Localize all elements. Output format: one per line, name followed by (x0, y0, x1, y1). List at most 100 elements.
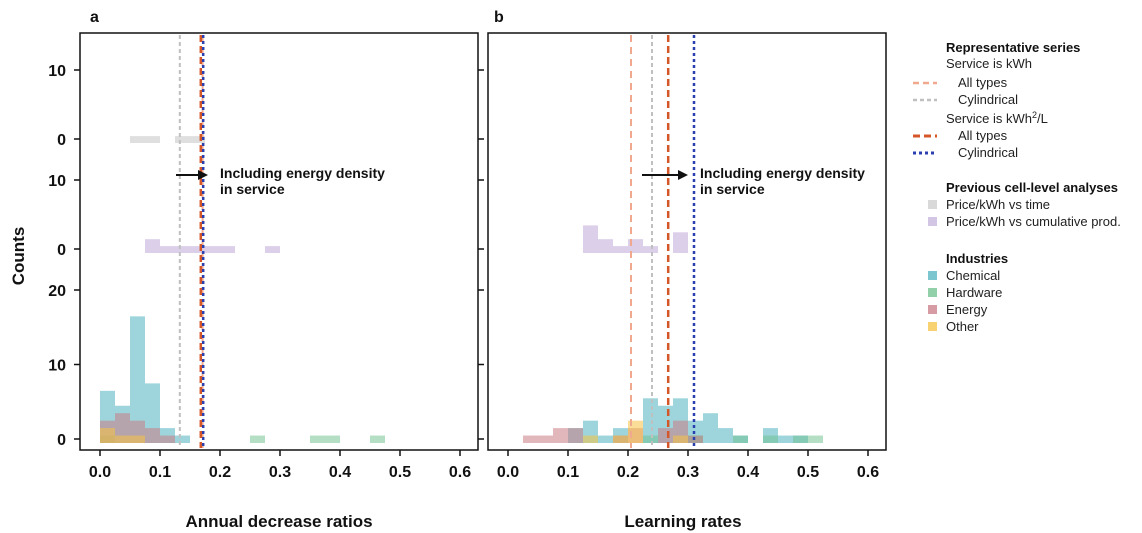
x-tick-label: 0.6 (449, 464, 471, 481)
legend-kwh-all-label: All types (958, 75, 1008, 90)
panel-b-plot: 0.0 0.1 0.2 0.3 0.4 0.5 0.6 (497, 35, 879, 481)
bar-other (130, 435, 145, 443)
y-tick-label: 10 (48, 358, 66, 375)
x-tick-label: 0.1 (149, 464, 171, 481)
x-tick-label: 0.2 (209, 464, 231, 481)
legend-hardware-swatch (928, 288, 937, 297)
y-tick-label: 20 (48, 283, 66, 300)
legend-kwh2-title: Service is kWh2/L (946, 110, 1048, 126)
x-tick-label: 0.4 (329, 464, 351, 481)
bar-price-kwh-vs-cumulative-prod (145, 239, 160, 253)
panel-a-frame (79, 32, 479, 451)
x-tick-label: 0.1 (557, 464, 579, 481)
legend-prev-time-label: Price/kWh vs time (946, 197, 1050, 212)
y-tick-label: 10 (48, 173, 66, 190)
legend-chemical-swatch (928, 271, 937, 280)
bar-hardware (763, 435, 778, 443)
legend-rep-title: Representative series (946, 40, 1080, 55)
panel-a-xlabel: Annual decrease ratios (185, 512, 372, 531)
bar-chemical (703, 413, 718, 443)
panel-b-letter: b (494, 9, 504, 26)
bar-price-kwh-vs-cumulative-prod (220, 246, 235, 253)
bar-price-kwh-vs-cumulative-prod (643, 246, 658, 253)
bar-hardware (370, 435, 385, 443)
panel-a: a Annual decrease ratios 0.0 0.1 0.2 0.3 0.4… (79, 9, 479, 531)
bar-chemical (778, 435, 793, 443)
bar-price-kwh-vs-cumulative-prod (673, 232, 688, 253)
legend-ind-title: Industries (946, 251, 1008, 266)
annotation-b-line1: Including energy density (700, 165, 865, 181)
bar-other (115, 435, 130, 443)
bar-price-kwh-vs-cumulative-prod (175, 246, 190, 253)
bar-other (583, 435, 598, 443)
bar-price-kwh-vs-cumulative-prod (205, 246, 220, 253)
bar-energy (658, 428, 673, 443)
bar-energy (688, 435, 703, 443)
legend-energy-label: Energy (946, 302, 988, 317)
bar-price-kwh-vs-cumulative-prod (190, 246, 205, 253)
bar-chemical (643, 398, 658, 443)
legend-chemical-label: Chemical (946, 268, 1000, 283)
x-tick-label: 0.0 (497, 464, 519, 481)
y-tick-label: 0 (57, 132, 66, 149)
y-tick-label: 0 (57, 432, 66, 449)
x-tick-label: 0.3 (677, 464, 699, 481)
bar-chemical (130, 316, 145, 443)
panel-a-plot: 0.0 0.1 0.2 0.3 0.4 0.5 0.6 (89, 35, 471, 481)
bar-other (100, 428, 115, 443)
legend-kwh2-all-label: All types (958, 128, 1008, 143)
y-axis-title: Counts (9, 227, 28, 286)
y-axis: 0 10 0 10 0 10 20 (48, 63, 484, 449)
bar-price-kwh-vs-cumulative-prod (598, 239, 613, 253)
legend-other-label: Other (946, 319, 979, 334)
panel-b-frame (487, 32, 887, 451)
bar-hardware (310, 435, 325, 443)
legend-kwh-title: Service is kWh (946, 56, 1032, 71)
x-tick-label: 0.5 (797, 464, 819, 481)
bar-price-kwh-vs-cumulative-prod (160, 246, 175, 253)
legend-prev-cum-swatch (928, 217, 937, 226)
legend-prev-time-swatch (928, 200, 937, 209)
y-tick-label: 10 (48, 63, 66, 80)
bar-price-kwh-vs-time (190, 136, 205, 143)
annotation-a: Including energy density in service (176, 165, 385, 197)
legend-hardware-label: Hardware (946, 285, 1002, 300)
bar-hardware (733, 435, 748, 443)
panel-b-xlabel: Learning rates (624, 512, 741, 531)
bar-energy (568, 428, 583, 443)
legend-prev-cum-label: Price/kWh vs cumulative prod. (946, 214, 1121, 229)
bar-energy (523, 435, 538, 443)
x-tick-label: 0.4 (737, 464, 759, 481)
annotation-b: Including energy density in service (642, 165, 865, 197)
panel-a-letter: a (90, 9, 99, 26)
bar-hardware (793, 435, 808, 443)
panel-b: b Learning rates 0.0 0.1 0.2 0.3 0.4 0.5 0.6 (487, 9, 887, 531)
bar-energy (538, 435, 553, 443)
bar-chemical (175, 435, 190, 443)
x-tick-label: 0.2 (617, 464, 639, 481)
bar-hardware (643, 435, 658, 443)
x-tick-label: 0.3 (269, 464, 291, 481)
bar-energy (160, 435, 175, 443)
bar-other (673, 435, 688, 443)
bar-price-kwh-vs-time (175, 136, 190, 143)
bar-hardware (250, 435, 265, 443)
y-tick-label: 0 (57, 242, 66, 259)
bar-price-kwh-vs-time (145, 136, 160, 143)
annotation-a-line1: Including energy density (220, 165, 385, 181)
legend-kwh-cyl-label: Cylindrical (958, 92, 1018, 107)
bar-other (613, 435, 628, 443)
x-tick-label: 0.6 (857, 464, 879, 481)
legend-kwh2-cyl-label: Cylindrical (958, 145, 1018, 160)
legend: Representative series Service is kWh All… (913, 40, 1121, 334)
bar-chemical (718, 428, 733, 443)
legend-prev-title: Previous cell-level analyses (946, 180, 1118, 195)
legend-other-swatch (928, 322, 937, 331)
annotation-b-line2: in service (700, 181, 765, 197)
bar-price-kwh-vs-time (130, 136, 145, 143)
bar-hardware (325, 435, 340, 443)
x-tick-label: 0.5 (389, 464, 411, 481)
bar-chemical (598, 435, 613, 443)
bar-price-kwh-vs-cumulative-prod (265, 246, 280, 253)
